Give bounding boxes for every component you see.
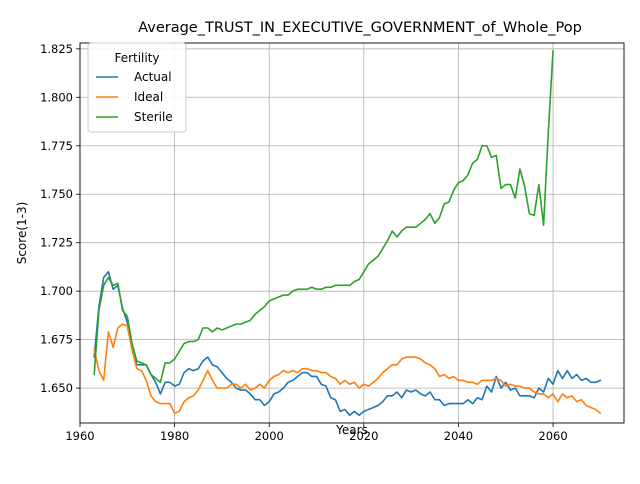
y-tick-label: 1.825 bbox=[40, 42, 73, 56]
grid-lines bbox=[79, 43, 624, 423]
x-axis-label: Years bbox=[335, 423, 368, 437]
x-axis: 1960 1980 2000 2020 2040 2060 bbox=[65, 423, 568, 443]
y-tick-label: 1.700 bbox=[40, 284, 73, 298]
y-tick-label: 1.775 bbox=[40, 139, 73, 153]
y-axis: 1.650 1.675 1.700 1.725 1.750 1.775 1.800 1.825 bbox=[40, 42, 80, 395]
x-tick-label: 2000 bbox=[255, 429, 284, 443]
plot-frame bbox=[79, 42, 625, 424]
x-tick-label: 1980 bbox=[160, 429, 189, 443]
y-tick-label: 1.675 bbox=[40, 333, 73, 347]
chart-title: Average_TRUST_IN_EXECUTIVE_GOVERNMENT_of… bbox=[138, 20, 582, 36]
x-tick-label: 1960 bbox=[65, 429, 94, 443]
y-tick-label: 1.725 bbox=[40, 236, 73, 250]
y-tick-label: 1.650 bbox=[40, 381, 73, 395]
legend-label-actual: Actual bbox=[134, 70, 172, 84]
y-tick-label: 1.800 bbox=[40, 90, 73, 104]
x-tick-label: 2040 bbox=[444, 429, 473, 443]
y-tick-label: 1.750 bbox=[40, 187, 73, 201]
y-axis-label: Score(1-3) bbox=[15, 202, 29, 265]
legend-label-ideal: Ideal bbox=[134, 90, 163, 104]
x-tick-label: 2060 bbox=[538, 429, 567, 443]
legend-label-sterile: Sterile bbox=[134, 110, 173, 124]
series-line-sterile bbox=[93, 49, 554, 384]
legend-box bbox=[87, 42, 187, 133]
x-tick-label: 2020 bbox=[349, 429, 378, 443]
series-group bbox=[93, 49, 602, 417]
series-line-actual bbox=[93, 270, 602, 417]
series-line-ideal bbox=[93, 323, 602, 415]
legend: Fertility Actual Ideal Sterile bbox=[87, 42, 187, 133]
legend-title: Fertility bbox=[114, 51, 159, 65]
